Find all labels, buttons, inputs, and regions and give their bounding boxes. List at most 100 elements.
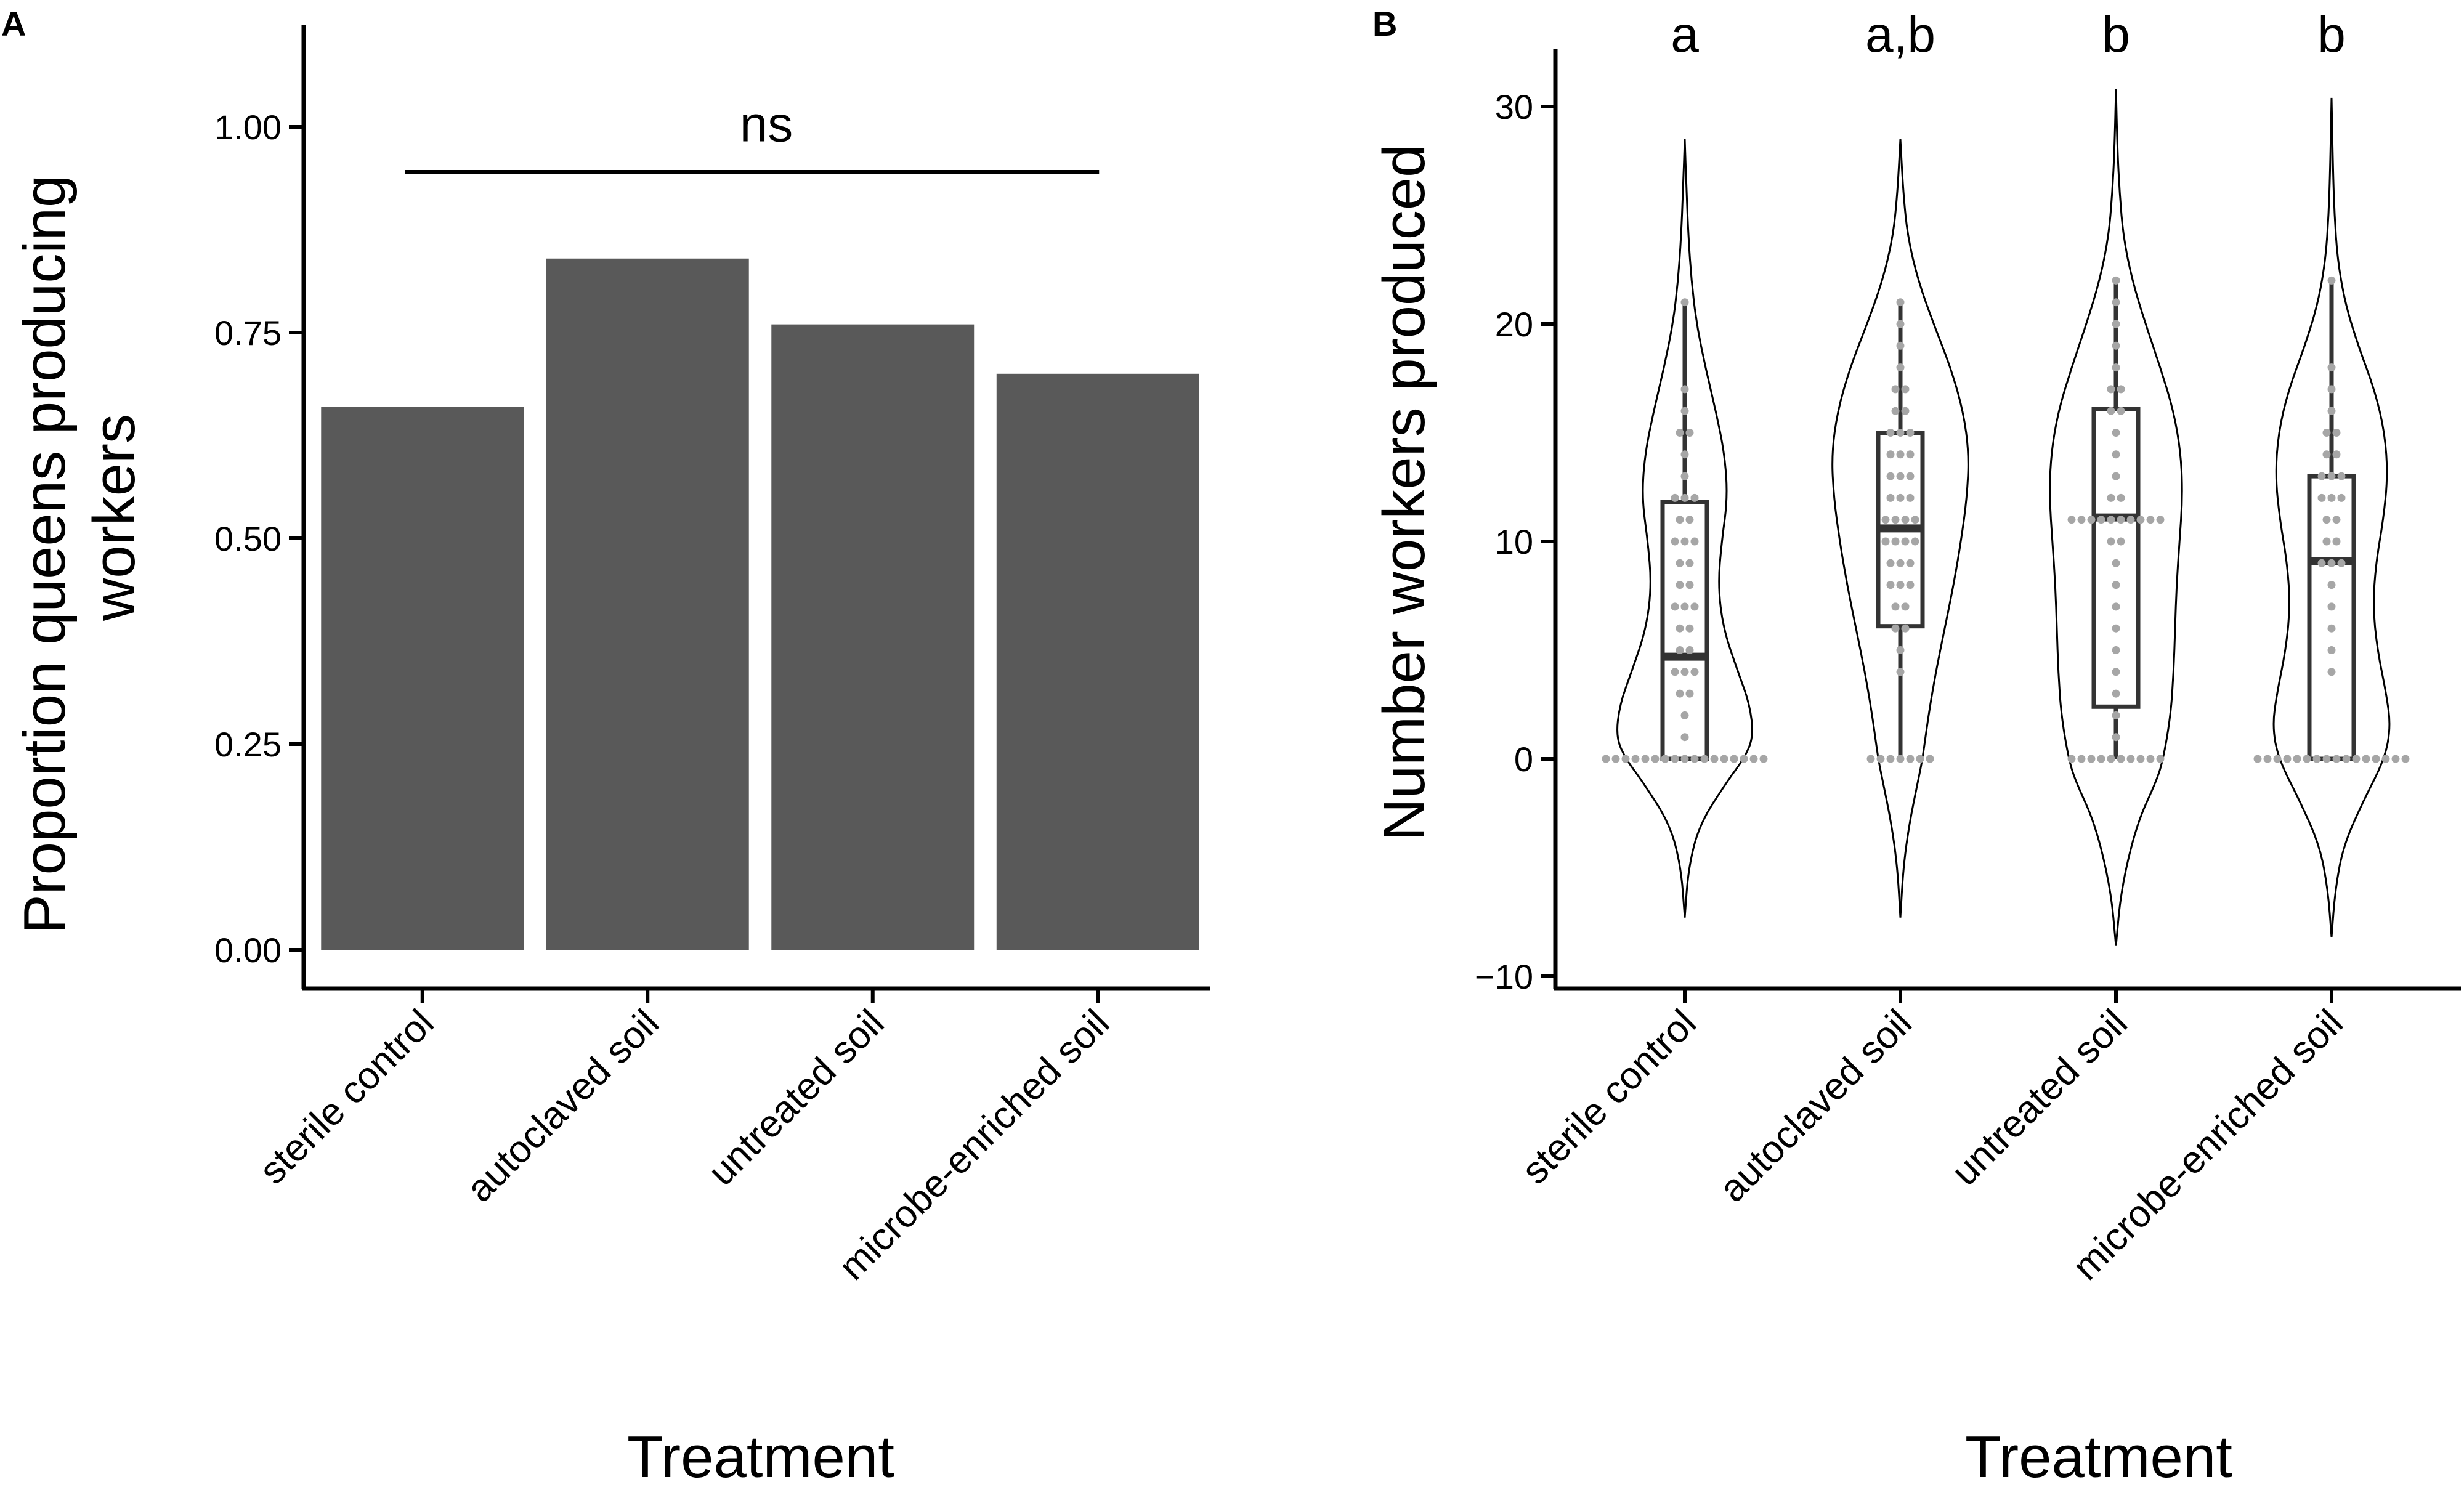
panel-b-y-axis-title: Number workers produced [1371,144,1437,841]
data-point [1700,755,1709,763]
data-point [1685,429,1694,437]
data-point [1676,624,1684,633]
data-point [1896,298,1905,307]
bar-microbe-enriched-soil [996,373,1199,950]
data-point [1676,516,1684,524]
data-point [1896,341,1905,350]
data-point [1676,646,1684,654]
data-point [1631,755,1640,763]
data-point [1690,537,1699,546]
bar-untreated-soil [771,324,975,950]
data-point [1881,516,1890,524]
panel-b-boxplots [1660,280,2356,761]
panel-a-x-axis-title: Treatment [627,1424,894,1490]
data-point [1891,602,1900,611]
panel-b-y-axis: −10 0 10 20 30 [1475,49,1558,996]
data-point [1676,559,1684,567]
data-point [1886,429,1895,437]
data-point [1680,711,1689,719]
panel-a-x-axis: sterile control autoclaved soil untreated … [251,986,1210,1289]
data-point [1896,755,1905,763]
data-point [1680,668,1689,676]
y-tick-label: 0.00 [214,931,282,970]
data-point [2352,755,2361,763]
data-point [2067,516,2076,524]
data-point [1720,755,1728,763]
x-tick-label-untreated-soil: untreated soil [1943,1002,2136,1194]
data-point [2087,516,2096,524]
violin-untreated-soil [2049,89,2183,946]
data-point [2112,298,2120,307]
data-point [2112,646,2120,654]
x-tick-label-sterile-control: sterile control [251,1002,442,1192]
data-point [1911,537,1919,546]
data-point [1896,429,1905,437]
data-point [1740,755,1748,763]
data-point [2126,755,2135,763]
data-point [1906,559,1915,567]
data-point [2362,755,2370,763]
data-point [1676,429,1684,437]
data-point [2112,733,2120,742]
data-point [2112,450,2120,459]
data-point [1671,755,1679,763]
data-point [2112,472,2120,480]
panel-a-y-axis: 0.00 0.25 0.50 0.75 1.00 [214,25,306,989]
data-point [1690,493,1699,502]
data-point [2327,472,2336,480]
y-tick-label: 0.50 [214,519,282,558]
data-point [2112,276,2120,285]
data-point [2317,493,2326,502]
bar-autoclaved-soil [546,258,749,950]
panel-a-significance: ns [405,96,1100,174]
data-point [2327,668,2336,676]
data-point [2317,472,2326,480]
data-point [1901,537,1910,546]
data-point [2087,755,2096,763]
data-point [1906,493,1915,502]
data-point [1906,755,1915,763]
data-point [2112,341,2120,350]
data-point [2112,581,2120,589]
data-point [2317,559,2326,567]
violin-sterile-control [1616,139,1753,918]
data-point [2327,581,2336,589]
data-point [1901,516,1910,524]
data-point [2112,602,2120,611]
data-point [2112,689,2120,698]
data-point [1671,537,1679,546]
panel-b-x-axis-title: Treatment [1965,1424,2232,1490]
data-point [2107,516,2115,524]
data-point [1906,472,1915,480]
data-point [1676,689,1684,698]
data-point [1896,646,1905,654]
data-point [2312,755,2321,763]
data-point [1891,385,1900,394]
significance-label-ns: ns [740,96,793,152]
x-tick-label-sterile-control: sterile control [1514,1002,1704,1192]
data-point [1896,320,1905,328]
data-point [1685,581,1694,589]
data-point [2112,320,2120,328]
data-point [2327,493,2336,502]
data-point [2332,755,2341,763]
data-point [1680,733,1689,742]
data-point [1759,755,1768,763]
data-point [1911,516,1919,524]
data-point [1926,755,1934,763]
data-point [2391,755,2400,763]
data-point [1906,450,1915,459]
panel-b-violins [1616,89,2391,946]
data-point [2327,363,2336,372]
data-point [2156,516,2165,524]
data-point [2332,429,2341,437]
y-tick-label: 20 [1495,305,1533,344]
y-tick-label: 1.00 [214,108,282,147]
data-point [1886,450,1895,459]
data-point [2067,755,2076,763]
data-point [1680,298,1689,307]
data-point [2293,755,2301,763]
data-point [1896,363,1905,372]
data-point [1690,668,1699,676]
violin-autoclaved-soil [1831,139,1969,918]
